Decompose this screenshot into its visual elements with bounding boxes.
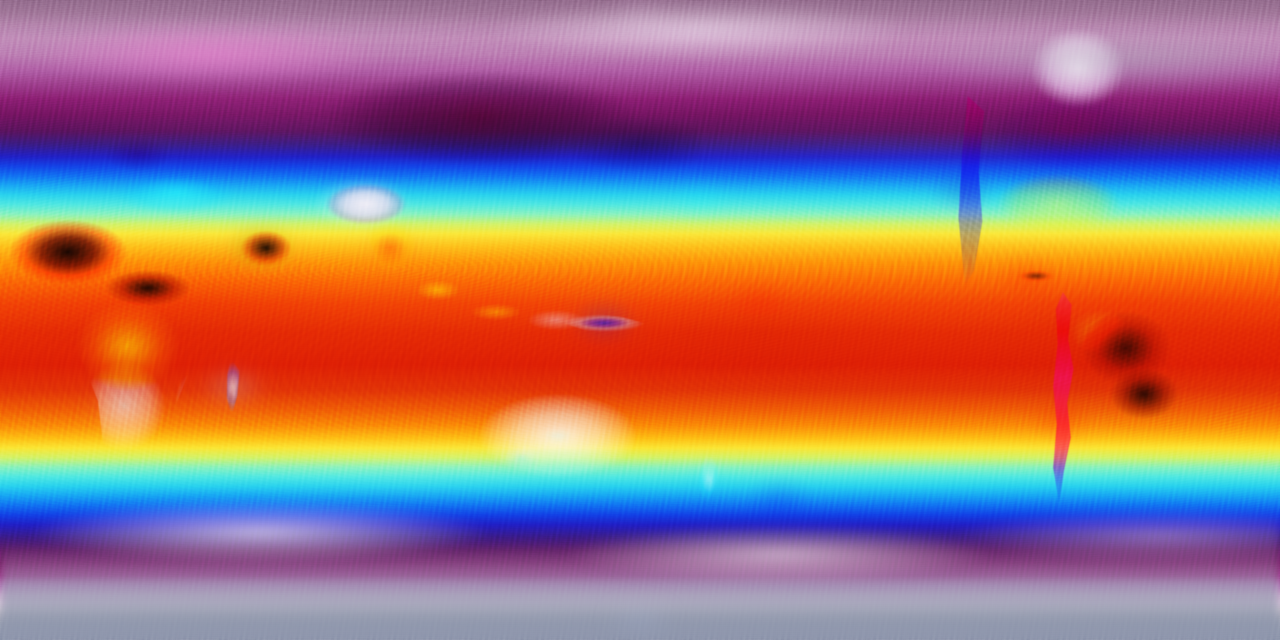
antarctic-polar-cap <box>0 492 1280 640</box>
arctic-polar-cap <box>0 0 1280 120</box>
